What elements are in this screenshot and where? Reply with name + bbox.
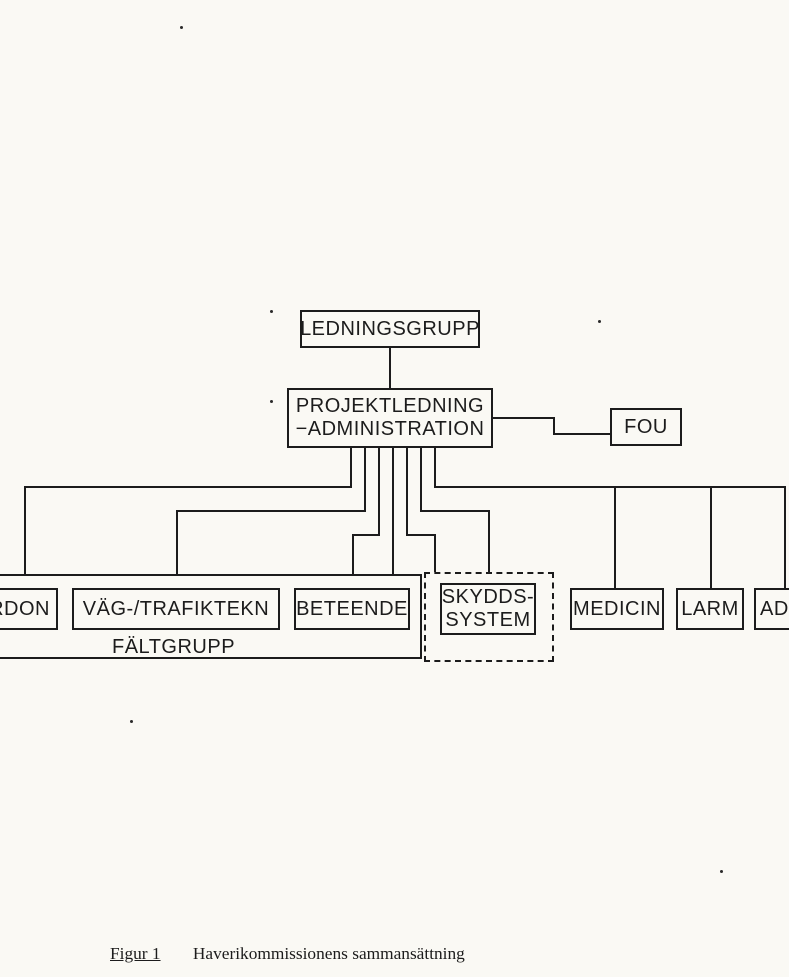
node-label: LARM — [681, 598, 739, 621]
connector — [364, 468, 366, 512]
connector — [434, 468, 436, 488]
node-fou: FOU — [610, 408, 682, 446]
connector — [364, 448, 366, 468]
node-beteende: BETEENDE — [294, 588, 410, 630]
connector — [434, 448, 436, 468]
connector — [24, 486, 352, 488]
speck — [270, 310, 273, 313]
connector — [420, 510, 490, 512]
connector — [614, 486, 616, 588]
node-label: MEDICIN — [573, 598, 661, 621]
connector — [406, 534, 436, 536]
connector — [553, 433, 610, 435]
speck — [598, 320, 601, 323]
node-label: FOU — [624, 416, 668, 439]
node-label: ADB — [760, 598, 789, 621]
node-label: SKYDDS- SYSTEM — [442, 586, 534, 632]
connector — [406, 468, 408, 536]
connector — [493, 417, 555, 419]
connector — [392, 448, 394, 468]
connector — [176, 510, 178, 574]
node-label: RDON — [0, 598, 50, 621]
node-ledningsgrupp: LEDNINGSGRUPP — [300, 310, 480, 348]
node-label: BETEENDE — [296, 598, 408, 621]
connector — [420, 468, 422, 512]
connector — [352, 534, 354, 574]
connector — [434, 534, 436, 572]
connector — [176, 510, 366, 512]
connector — [488, 510, 490, 572]
node-skydds: SKYDDS- SYSTEM — [440, 583, 536, 635]
node-vagtrafik: VÄG-/TRAFIKTEKN — [72, 588, 280, 630]
figure-caption-text: Haverikommissionens sammansättning — [193, 944, 465, 963]
connector — [24, 486, 26, 574]
node-medicin: MEDICIN — [570, 588, 664, 630]
connector — [378, 448, 380, 468]
connector — [350, 468, 352, 488]
connector — [389, 348, 391, 388]
node-label: PROJEKTLEDNING −ADMINISTRATION — [296, 395, 485, 441]
node-larm: LARM — [676, 588, 744, 630]
figure-caption: Figur 1 Haverikommissionens sammansättni… — [110, 944, 465, 964]
connector — [420, 448, 422, 468]
speck — [130, 720, 133, 723]
group-faltgrupp-label: FÄLTGRUPP — [112, 636, 235, 659]
node-adb: ADB — [754, 588, 789, 630]
node-projektledning: PROJEKTLEDNING −ADMINISTRATION — [287, 388, 493, 448]
node-label: VÄG-/TRAFIKTEKN — [83, 598, 269, 621]
node-label: LEDNINGSGRUPP — [300, 318, 480, 341]
speck — [720, 870, 723, 873]
connector — [392, 468, 394, 574]
connector — [406, 448, 408, 468]
page: LEDNINGSGRUPP PROJEKTLEDNING −ADMINISTRA… — [0, 0, 789, 977]
node-rdon: RDON — [0, 588, 58, 630]
speck — [180, 26, 183, 29]
figure-label: Figur 1 — [110, 944, 161, 963]
connector — [352, 534, 380, 536]
connector — [710, 486, 712, 588]
connector — [350, 448, 352, 468]
connector — [378, 468, 380, 536]
connector — [434, 486, 786, 488]
connector — [784, 486, 786, 588]
speck — [270, 400, 273, 403]
